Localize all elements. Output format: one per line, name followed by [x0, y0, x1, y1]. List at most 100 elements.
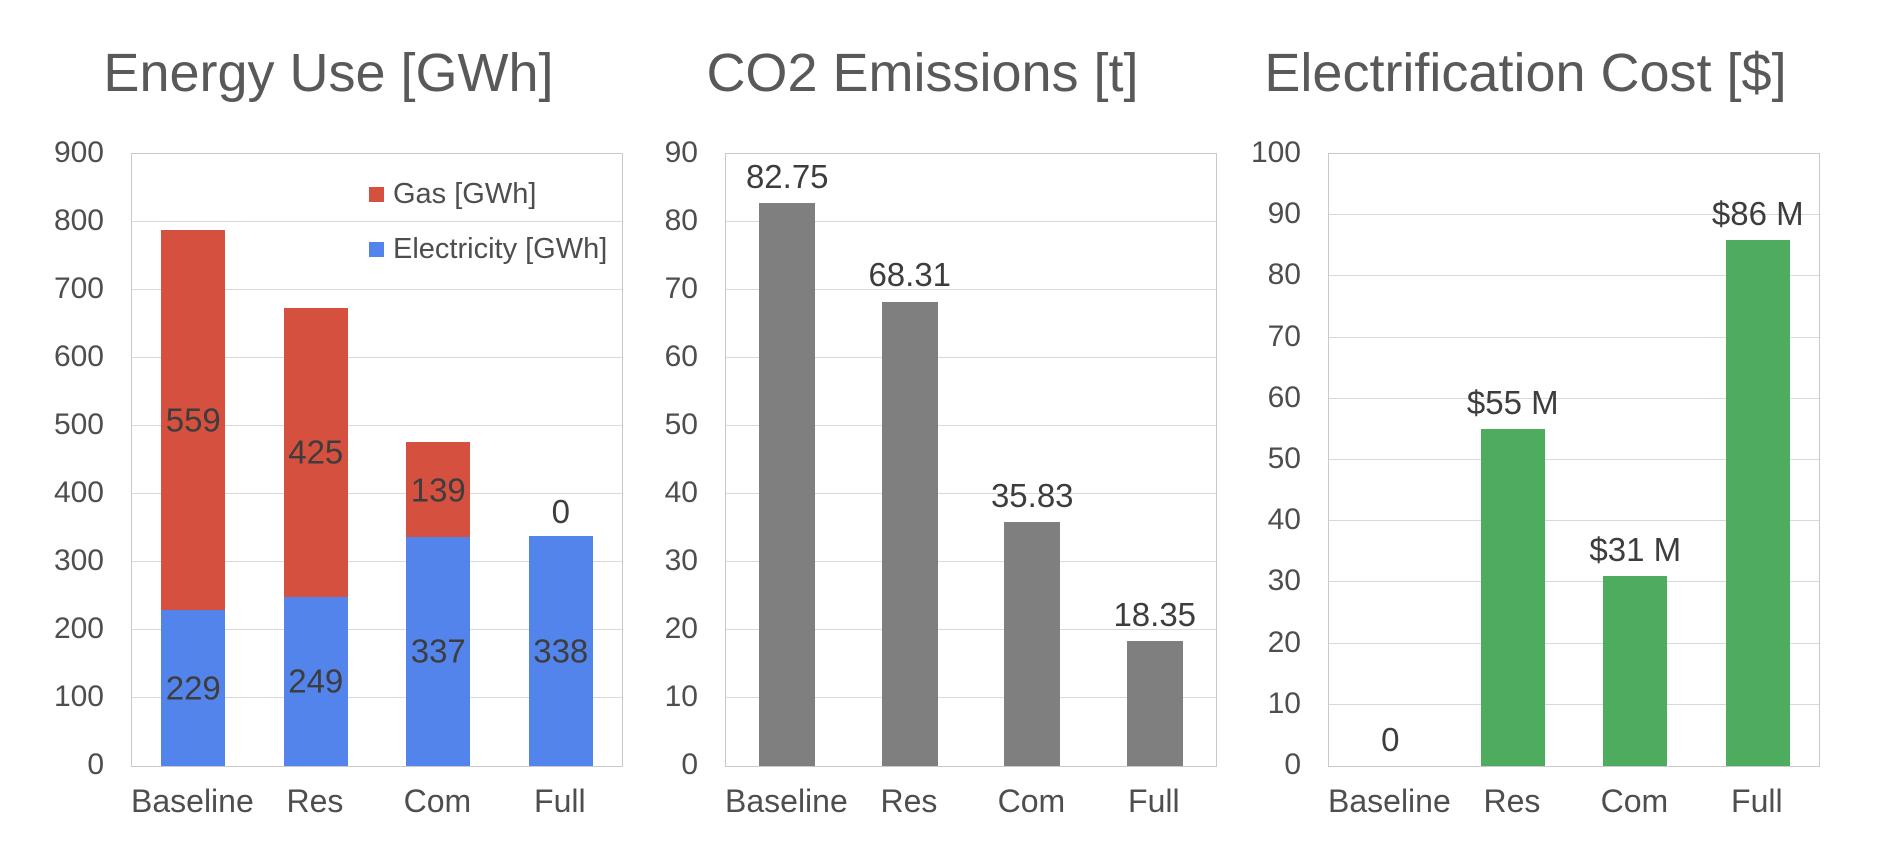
- gridline: [1329, 642, 1819, 644]
- y-tick-label: 40: [1267, 503, 1301, 537]
- x-category-label: Baseline: [1328, 783, 1451, 819]
- chart-title: CO2 Emissions [t]: [706, 43, 1139, 103]
- y-tick-label: 20: [664, 612, 698, 645]
- bar-co2-emissions-t-full: [1126, 641, 1183, 766]
- y-tick-label: 10: [664, 680, 698, 713]
- bar-electrification-cost-res: [1480, 429, 1545, 766]
- gridline: [132, 357, 622, 358]
- data-label: 18.35: [1113, 596, 1197, 634]
- x-category-label: Full: [534, 783, 586, 819]
- data-label: 559: [165, 401, 221, 439]
- bar-co2-emissions-t-res: [881, 301, 938, 766]
- y-tick-label: 500: [53, 408, 104, 441]
- legend: Gas [GWh] Electricity [GWh]: [369, 176, 607, 286]
- gridline: [726, 289, 1216, 290]
- y-tick-label: 0: [87, 748, 104, 781]
- data-label: 249: [288, 662, 344, 700]
- gridline: [132, 629, 622, 630]
- y-tick-label: 50: [1267, 442, 1301, 475]
- gridline: [726, 425, 1216, 426]
- data-label: 68.31: [868, 256, 952, 294]
- gridline: [726, 221, 1216, 222]
- y-tick-label: 600: [53, 340, 104, 373]
- x-category-label: Com: [997, 783, 1066, 819]
- y-axis: 0 10 20 30 40 50 60 70 80 90 100: [1233, 138, 1301, 780]
- data-label: $55 M: [1466, 384, 1559, 422]
- x-category-label: Res: [286, 783, 344, 819]
- x-category-label: Com: [1600, 783, 1669, 819]
- plot-area: 0 $55 M $31 M $86 M: [1328, 153, 1820, 767]
- gridline: [132, 289, 622, 290]
- legend-swatch: [369, 186, 384, 202]
- y-tick-label: 0: [1284, 748, 1301, 781]
- gridline: [726, 629, 1216, 630]
- y-tick-label: 0: [681, 748, 698, 781]
- gridline: [1329, 214, 1819, 216]
- x-axis: Baseline Res Com Full: [725, 783, 1215, 820]
- bar-electricity-gwh-res: [283, 596, 348, 766]
- y-tick-label: 200: [53, 612, 104, 645]
- gridline: [726, 697, 1216, 698]
- y-tick-label: 60: [1267, 380, 1301, 414]
- chart-title: Electrification Cost [$]: [1264, 43, 1787, 103]
- chart-electrification-cost: Electrification Cost [$] 0 10 20 30 40 50 60 70…: [1233, 0, 1820, 862]
- bar-electricity-gwh-com: [406, 536, 471, 766]
- bar-co2-emissions-t-com: [1004, 522, 1061, 766]
- gridline: [726, 357, 1216, 358]
- bar-gas-gwh-res: [283, 307, 348, 597]
- x-category-label: Full: [1128, 783, 1180, 819]
- x-axis: Baseline Res Com Full: [131, 783, 621, 820]
- y-tick-label: 60: [664, 340, 698, 373]
- legend-item: Gas [GWh]: [369, 176, 607, 212]
- chart-energy-use: Energy Use [GWh] 0 100 200 300 400 500 600 700 8…: [36, 0, 623, 862]
- gridline: [1329, 520, 1819, 522]
- y-axis: 0 100 200 300 400 500 600 700 800 900: [36, 138, 104, 780]
- gridline: [132, 221, 622, 222]
- bar-electrification-cost-com: [1603, 576, 1668, 766]
- bar-gas-gwh-com: [406, 442, 471, 537]
- chart-co2-emissions: CO2 Emissions [t] 0 10 20 30 40 50 60 70 80 90 82…: [630, 0, 1217, 862]
- data-label: 338: [533, 632, 589, 670]
- y-tick-label: 20: [1267, 625, 1301, 659]
- x-category-label: Res: [880, 783, 938, 819]
- data-label: 82.75: [745, 158, 829, 196]
- bar-electrification-cost-full: [1725, 239, 1790, 766]
- y-tick-label: 80: [664, 204, 698, 237]
- y-tick-label: 90: [664, 136, 698, 169]
- y-tick-label: 400: [53, 476, 104, 509]
- bar-gas-gwh-baseline: [161, 230, 226, 611]
- y-tick-label: 800: [53, 204, 104, 237]
- y-axis: 0 10 20 30 40 50 60 70 80 90: [630, 138, 698, 780]
- data-label: $86 M: [1711, 194, 1804, 232]
- gridline: [1329, 336, 1819, 338]
- y-tick-label: 100: [53, 680, 104, 713]
- y-tick-label: 700: [53, 272, 104, 305]
- bar-electricity-gwh-baseline: [161, 610, 226, 766]
- x-category-label: Full: [1731, 783, 1783, 819]
- gridline: [132, 425, 622, 426]
- y-tick-label: 40: [664, 476, 698, 509]
- gridline: [1329, 275, 1819, 277]
- legend-swatch: [369, 241, 384, 257]
- x-axis: Baseline Res Com Full: [1328, 783, 1818, 820]
- x-category-label: Res: [1483, 783, 1541, 819]
- bar-co2-emissions-t-baseline: [759, 203, 816, 766]
- gridline: [1329, 703, 1819, 705]
- gridline: [1329, 397, 1819, 399]
- data-label: 0: [551, 493, 570, 531]
- gridline: [132, 561, 622, 562]
- y-tick-label: 80: [1267, 258, 1301, 292]
- gridline: [1329, 581, 1819, 583]
- data-label: 35.83: [990, 477, 1074, 515]
- gridline: [1329, 459, 1819, 460]
- legend-label: Gas [GWh]: [393, 177, 537, 210]
- plot-area: 82.75 68.31 35.83 18.35: [725, 153, 1217, 767]
- y-tick-label: 90: [1267, 197, 1301, 231]
- y-tick-label: 70: [664, 272, 698, 305]
- data-label: 139: [410, 471, 466, 509]
- data-label: 229: [165, 669, 221, 707]
- gridline: [726, 561, 1216, 562]
- y-tick-label: 50: [664, 408, 698, 441]
- x-category-label: Baseline: [131, 783, 254, 819]
